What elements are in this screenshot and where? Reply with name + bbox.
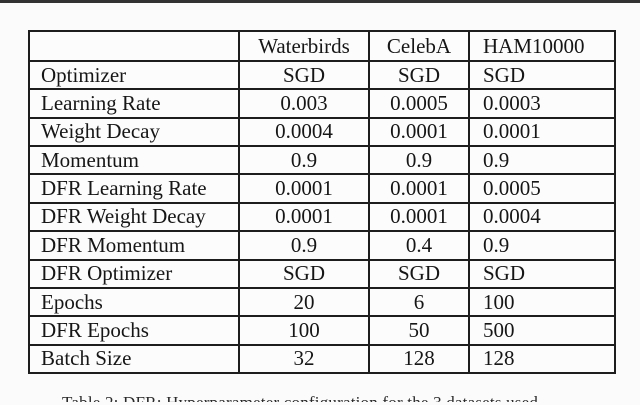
table-row: DFR Learning Rate 0.0001 0.0001 0.0005 [28, 173, 616, 204]
value-cell: 0.0004 [238, 116, 370, 148]
value-cell: 0.0001 [368, 116, 470, 148]
table-row: Learning Rate 0.003 0.0005 0.0003 [28, 88, 616, 119]
row-label-cell: Batch Size [28, 343, 240, 375]
value-cell: SGD [368, 59, 470, 91]
value-cell: 0.0004 [468, 201, 616, 233]
row-label-cell: Optimizer [28, 59, 240, 91]
value-cell: SGD [468, 59, 616, 91]
value-cell: 0.003 [238, 88, 370, 119]
table-caption: Table 2: DFR: Hyperparameter configurati… [62, 393, 622, 402]
value-cell: 0.0001 [238, 201, 370, 233]
value-cell: 0.9 [468, 145, 616, 176]
value-cell: 128 [368, 343, 470, 375]
corner-cell [28, 30, 240, 62]
value-cell: 128 [468, 343, 616, 375]
value-cell: 0.9 [238, 230, 370, 261]
value-cell: SGD [238, 258, 370, 289]
table-row: Epochs 20 6 100 [28, 286, 616, 318]
value-cell: 20 [238, 286, 370, 318]
row-label-cell: Learning Rate [28, 88, 240, 119]
value-cell: SGD [238, 59, 370, 91]
table-row: DFR Optimizer SGD SGD SGD [28, 258, 616, 289]
value-cell: SGD [468, 258, 616, 289]
column-header-celeba: CelebA [368, 30, 470, 62]
value-cell: 0.9 [238, 145, 370, 176]
table-row: Weight Decay 0.0004 0.0001 0.0001 [28, 116, 616, 148]
value-cell: 6 [368, 286, 470, 318]
table-row: Momentum 0.9 0.9 0.9 [28, 145, 616, 176]
value-cell: 0.0001 [238, 173, 370, 204]
column-header-ham10000: HAM10000 [468, 30, 616, 62]
value-cell: 500 [468, 315, 616, 346]
row-label-cell: DFR Optimizer [28, 258, 240, 289]
row-label-cell: DFR Momentum [28, 230, 240, 261]
value-cell: 0.0001 [368, 173, 470, 204]
value-cell: 100 [468, 286, 616, 318]
table-row: DFR Epochs 100 50 500 [28, 315, 616, 346]
hyperparameters-table: Waterbirds CelebA HAM10000 Optimizer SGD… [28, 30, 616, 375]
value-cell: 50 [368, 315, 470, 346]
value-cell: 0.0003 [468, 88, 616, 119]
value-cell: 0.0005 [368, 88, 470, 119]
value-cell: 0.9 [368, 145, 470, 176]
value-cell: 0.4 [368, 230, 470, 261]
row-label-cell: DFR Epochs [28, 315, 240, 346]
value-cell: SGD [368, 258, 470, 289]
top-horizontal-rule [0, 0, 640, 3]
value-cell: 32 [238, 343, 370, 375]
value-cell: 0.9 [468, 230, 616, 261]
value-cell: 0.0001 [468, 116, 616, 148]
row-label-cell: DFR Weight Decay [28, 201, 240, 233]
row-label-cell: Epochs [28, 286, 240, 318]
value-cell: 0.0005 [468, 173, 616, 204]
table-row: DFR Momentum 0.9 0.4 0.9 [28, 230, 616, 261]
table-row: DFR Weight Decay 0.0001 0.0001 0.0004 [28, 201, 616, 233]
column-header-waterbirds: Waterbirds [238, 30, 370, 62]
table-row: Optimizer SGD SGD SGD [28, 59, 616, 91]
header-row: Waterbirds CelebA HAM10000 [28, 30, 616, 62]
value-cell: 0.0001 [368, 201, 470, 233]
value-cell: 100 [238, 315, 370, 346]
row-label-cell: Weight Decay [28, 116, 240, 148]
table-row: Batch Size 32 128 128 [28, 343, 616, 375]
row-label-cell: DFR Learning Rate [28, 173, 240, 204]
row-label-cell: Momentum [28, 145, 240, 176]
